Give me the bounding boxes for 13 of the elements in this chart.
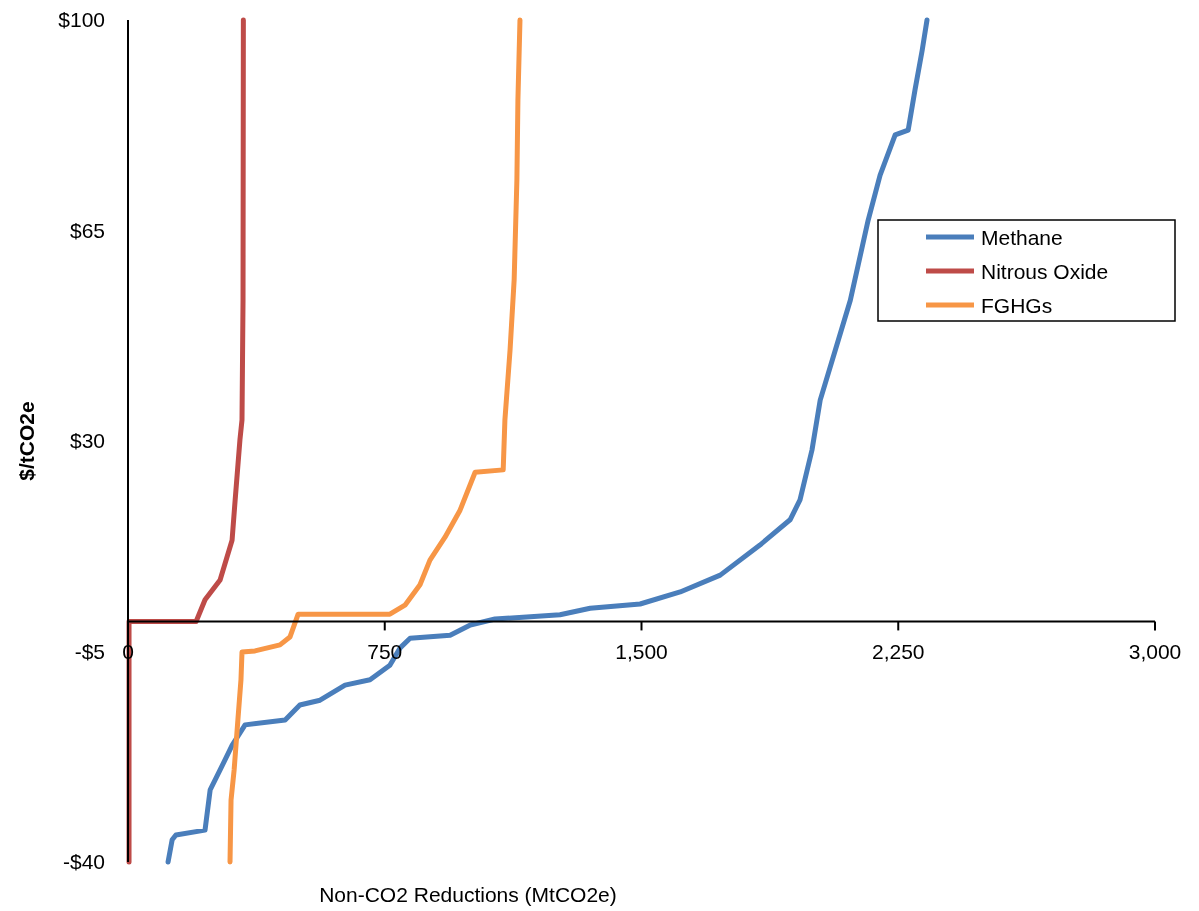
x-tick-label: 2,250 — [871, 640, 925, 664]
legend-label: Methane — [981, 226, 1063, 249]
x-tick-label: 1,500 — [615, 640, 668, 664]
x-tick-label: 3,000 — [1128, 640, 1182, 664]
y-tick-label: $30 — [69, 429, 105, 452]
y-tick-label: $100 — [58, 8, 105, 31]
legend-label: FGHGs — [981, 294, 1053, 317]
y-tick-label: -$5 — [74, 639, 105, 663]
x-axis-title: Non-CO2 Reductions (MtCO2e) — [319, 883, 617, 906]
legend-label: Nitrous Oxide — [981, 260, 1109, 283]
y-axis-title: $/tCO2e — [15, 401, 38, 481]
y-tick-label: $65 — [69, 218, 105, 242]
y-tick-label: -$40 — [62, 850, 105, 873]
